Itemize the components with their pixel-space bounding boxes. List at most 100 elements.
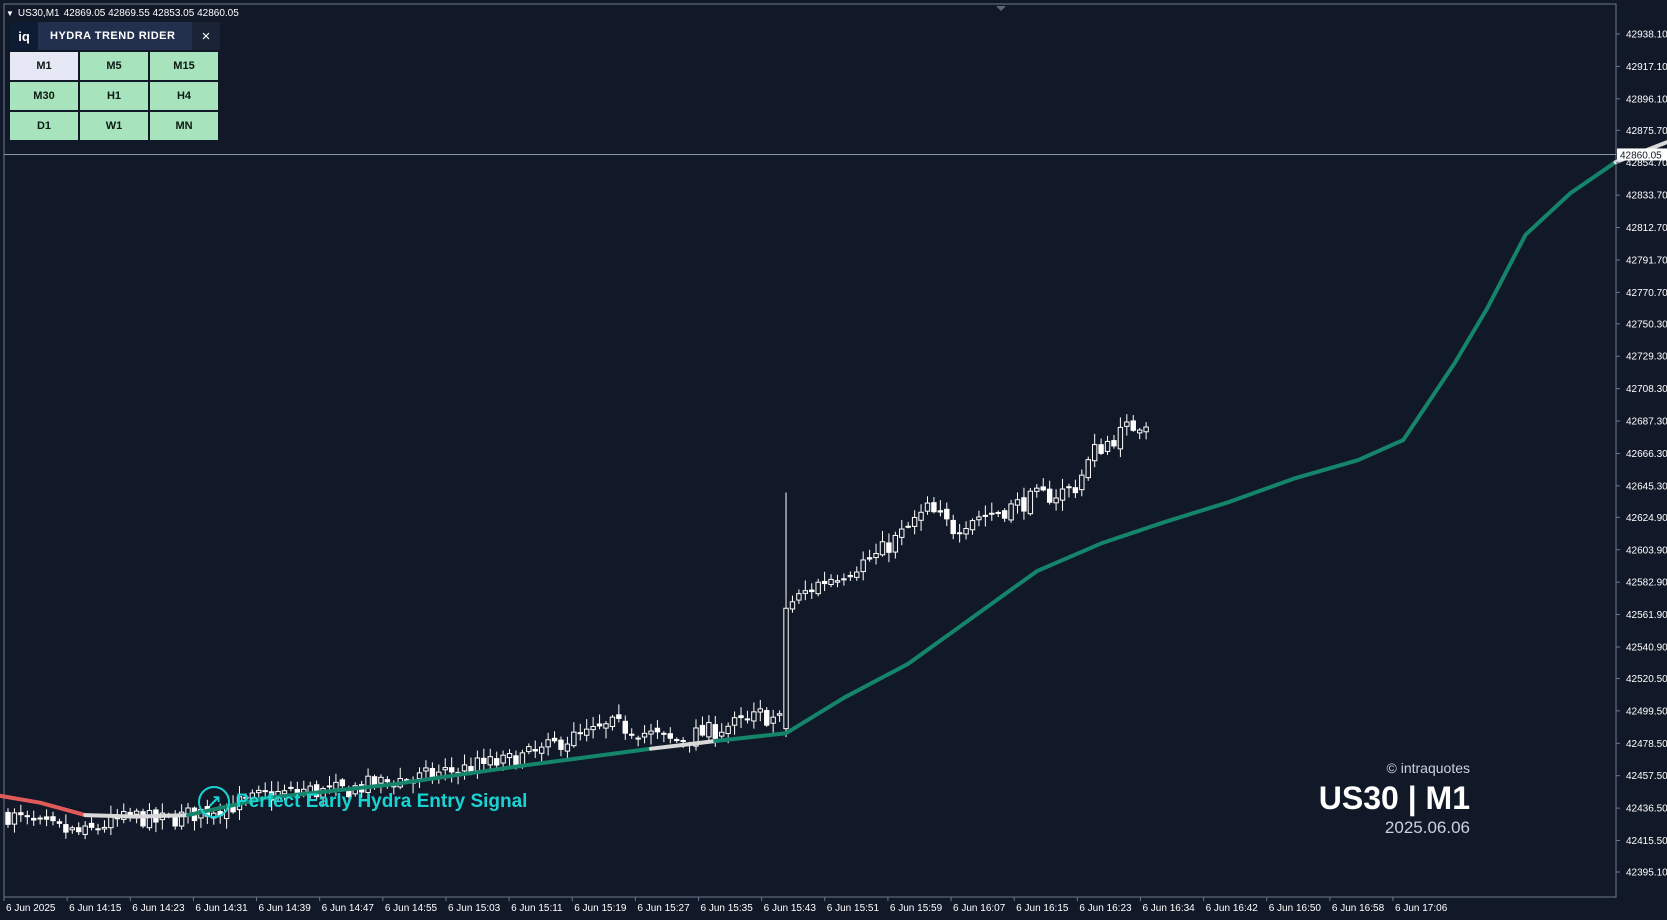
- candle: [545, 732, 551, 756]
- timeframe-button-m15[interactable]: M15: [150, 52, 218, 80]
- candle: [886, 533, 892, 563]
- candle: [69, 825, 75, 834]
- x-tick-label: 6 Jun 15:51: [827, 903, 880, 914]
- y-tick-label: 42457.50: [1626, 771, 1667, 782]
- candle: [172, 810, 178, 830]
- chart-title: ▼ US30,M1 42869.05 42869.55 42853.05 428…: [6, 6, 239, 20]
- candle: [982, 505, 989, 527]
- timeframe-button-m1[interactable]: M1: [10, 52, 78, 80]
- candle: [339, 778, 346, 789]
- candle: [101, 820, 108, 833]
- y-tick-label: 42478.50: [1626, 739, 1667, 750]
- trend-segment-up: [713, 160, 1618, 743]
- candle: [1014, 492, 1021, 514]
- candle: [596, 714, 603, 730]
- chart-shift-marker[interactable]: [996, 6, 1006, 11]
- candle: [416, 767, 423, 788]
- x-tick-label: 6 Jun 15:59: [890, 903, 943, 914]
- candle: [121, 803, 127, 824]
- hydra-panel: iq HYDRA TREND RIDER × M1 M5 M15 M30 H1 H4 D1 W…: [10, 22, 220, 140]
- candle: [95, 823, 101, 835]
- x-tick-label: 6 Jun 14:39: [259, 903, 312, 914]
- price-label: 42860.05: [1620, 150, 1662, 161]
- y-tick-label: 42938.10: [1626, 30, 1667, 41]
- close-icon[interactable]: ×: [192, 22, 220, 50]
- y-tick-label: 42624.90: [1626, 513, 1667, 524]
- timeframe-button-mn[interactable]: MN: [150, 112, 218, 140]
- chart-menu-icon[interactable]: ▼: [6, 8, 14, 18]
- price-axis[interactable]: 42938.10 42917.10 42896.10 42875.70 42854.70…: [1616, 30, 1667, 879]
- candle: [629, 728, 635, 739]
- price-label-box: [1617, 148, 1667, 161]
- candle: [770, 709, 776, 733]
- candle: [31, 810, 37, 826]
- candle: [931, 497, 937, 514]
- candle: [744, 710, 751, 724]
- y-tick-label: 42729.30: [1626, 352, 1667, 363]
- candle: [1104, 435, 1111, 455]
- candle: [899, 519, 905, 546]
- candle: [879, 530, 886, 557]
- candle: [1079, 469, 1085, 497]
- panel-header[interactable]: iq HYDRA TREND RIDER ×: [10, 22, 220, 50]
- candle: [796, 589, 802, 604]
- candle: [924, 496, 931, 515]
- timeframe-button-d1[interactable]: D1: [10, 112, 78, 140]
- timeframe-button-m30[interactable]: M30: [10, 82, 78, 110]
- y-tick-label: 42854.70: [1626, 158, 1667, 169]
- candle: [1085, 456, 1091, 481]
- y-tick-label: 42582.90: [1626, 578, 1667, 589]
- candle: [854, 566, 860, 581]
- timeframe-button-h1[interactable]: H1: [80, 82, 148, 110]
- candle: [590, 716, 596, 739]
- timeframe-button-m5[interactable]: M5: [80, 52, 148, 80]
- x-tick-label: 6 Jun 15:43: [764, 903, 817, 914]
- candle: [56, 818, 63, 828]
- y-tick-label: 42561.90: [1626, 610, 1667, 621]
- x-tick-label: 6 Jun 15:11: [511, 903, 563, 914]
- y-tick-label: 42395.10: [1626, 868, 1667, 879]
- candle: [108, 805, 114, 836]
- candle: [693, 719, 699, 751]
- y-tick-label: 42666.30: [1626, 449, 1667, 460]
- y-tick-label: 42436.50: [1626, 804, 1667, 815]
- candle: [809, 583, 815, 600]
- current-price-line: 42860.05: [4, 148, 1667, 161]
- candle: [905, 521, 911, 529]
- candle: [63, 814, 69, 839]
- candle: [751, 702, 757, 729]
- x-tick-label: 6 Jun 16:23: [1079, 903, 1132, 914]
- time-axis[interactable]: 6 Jun 2025 6 Jun 14:15 6 Jun 14:23 6 Jun 14…: [3, 897, 1448, 914]
- candle: [635, 735, 641, 747]
- candle: [474, 750, 481, 779]
- y-tick-label: 42708.30: [1626, 384, 1667, 395]
- x-tick-label: 6 Jun 15:27: [637, 903, 690, 914]
- candle: [76, 822, 82, 836]
- candle: [661, 731, 667, 743]
- candle: [1098, 438, 1104, 456]
- timeframe-button-h4[interactable]: H4: [150, 82, 218, 110]
- candle: [1091, 433, 1098, 468]
- candle: [1117, 417, 1124, 458]
- candles-layer: [5, 414, 1149, 840]
- candle: [995, 510, 1001, 517]
- candle: [1059, 478, 1066, 511]
- candle: [1046, 480, 1053, 505]
- y-tick-label: 42603.90: [1626, 545, 1667, 556]
- candle: [18, 804, 24, 823]
- candle: [783, 492, 789, 738]
- y-tick-label: 42415.50: [1626, 836, 1667, 847]
- candle: [815, 578, 821, 597]
- y-tick-label: 42540.90: [1626, 642, 1667, 653]
- candle: [584, 719, 590, 742]
- timeframe-button-w1[interactable]: W1: [80, 112, 148, 140]
- candle: [11, 808, 18, 833]
- candle: [365, 768, 371, 802]
- x-tick-label: 6 Jun 15:19: [574, 903, 627, 914]
- x-tick-label: 6 Jun 16:42: [1206, 903, 1259, 914]
- candle: [603, 721, 609, 739]
- y-tick-label: 42896.10: [1626, 94, 1667, 105]
- y-tick-label: 42750.30: [1626, 319, 1667, 330]
- candle: [757, 699, 764, 722]
